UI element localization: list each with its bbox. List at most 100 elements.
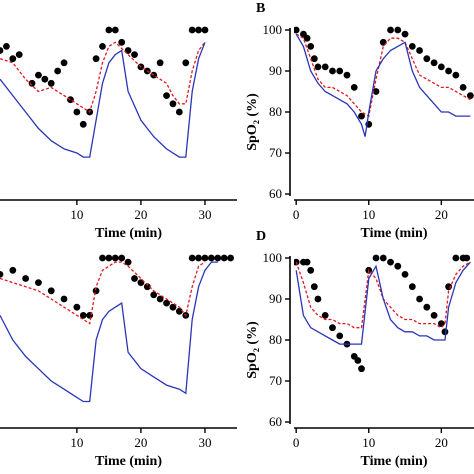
data-point	[156, 59, 164, 67]
y-tick-label: 70	[269, 373, 282, 388]
data-point	[79, 312, 87, 319]
data-point	[169, 303, 177, 311]
dashed-series-line	[295, 261, 471, 329]
y-tick-label: 90	[269, 63, 282, 78]
data-point	[131, 275, 138, 282]
data-point	[188, 254, 196, 262]
data-point	[329, 67, 336, 75]
y-tick-label: 90	[269, 291, 282, 306]
plot-area	[0, 254, 234, 403]
data-point	[463, 254, 471, 262]
data-point	[105, 26, 113, 34]
data-point	[423, 55, 431, 63]
data-point	[358, 365, 365, 373]
data-point	[195, 254, 202, 262]
data-point	[35, 71, 42, 79]
y-tick-label: 80	[269, 104, 282, 119]
data-point	[47, 79, 55, 87]
data-point	[73, 303, 81, 311]
data-point	[79, 120, 87, 128]
y-axis-label: SpO₂ (%)	[245, 93, 260, 151]
y-tick-label: 100	[263, 22, 283, 37]
data-point	[0, 271, 4, 278]
y-tick-label: 100	[263, 250, 283, 265]
data-point	[188, 26, 196, 34]
panel-label: B	[256, 1, 265, 16]
solid-series-line	[0, 42, 206, 158]
x-tick-label: 20	[435, 207, 448, 222]
solid-series-line	[295, 261, 471, 345]
data-point	[105, 254, 113, 262]
x-tick-label: 10	[70, 435, 83, 450]
x-tick-label: 10	[362, 207, 375, 222]
panel-d: 60 70 80 90 100 SpO₂ (%) 0 10 20 Time (min) D	[245, 229, 474, 469]
data-point	[336, 332, 344, 340]
data-point	[182, 59, 190, 67]
data-point	[358, 112, 365, 120]
data-point	[379, 254, 387, 262]
data-point	[118, 38, 126, 46]
data-point	[310, 55, 318, 63]
data-point	[416, 295, 423, 303]
data-point	[314, 63, 322, 71]
solid-series-line	[295, 33, 471, 137]
data-point	[437, 63, 445, 71]
data-point	[3, 43, 10, 50]
data-point	[207, 254, 215, 262]
data-point	[303, 258, 311, 266]
data-point	[195, 26, 202, 34]
data-point	[9, 55, 17, 63]
data-point	[321, 312, 329, 319]
x-tick-label: 20	[134, 435, 147, 450]
data-point	[214, 254, 222, 262]
data-point	[423, 303, 431, 311]
x-tick-label: 20	[435, 435, 448, 450]
x-tick-label: 0	[293, 435, 300, 450]
x-tick-label: 10	[362, 435, 375, 450]
data-point	[401, 271, 409, 278]
y-tick-label: 80	[269, 332, 282, 347]
data-point	[111, 26, 119, 34]
data-point	[294, 26, 300, 34]
x-tick-label: 30	[198, 207, 211, 222]
data-point	[336, 67, 344, 75]
data-point	[452, 71, 460, 79]
data-point	[294, 258, 300, 266]
data-point	[416, 47, 423, 54]
data-point	[156, 295, 164, 303]
data-point	[111, 254, 119, 262]
data-point	[15, 51, 23, 58]
data-point	[92, 287, 100, 295]
dashed-series-line	[0, 41, 206, 114]
x-tick-label: 0	[293, 207, 300, 222]
data-point	[73, 108, 81, 116]
data-point	[0, 47, 4, 54]
data-point	[118, 254, 126, 262]
x-tick-label: 30	[198, 435, 211, 450]
data-point	[163, 92, 170, 99]
data-point	[163, 299, 170, 307]
data-point	[60, 59, 68, 67]
plot-area	[294, 254, 471, 373]
x-tick-label: 20	[134, 207, 147, 222]
data-point	[67, 96, 74, 104]
solid-series-line	[0, 261, 218, 403]
panel-b: 60 70 80 90 100 SpO₂ (%) 0 10 20 Time (min) B	[245, 1, 474, 241]
dashed-series-line	[295, 33, 471, 118]
data-point	[201, 254, 209, 262]
data-point	[303, 34, 311, 42]
x-tick-label: 10	[70, 207, 83, 222]
data-point	[201, 26, 209, 34]
data-point	[175, 108, 183, 116]
data-point	[387, 258, 394, 266]
data-point	[307, 43, 315, 50]
data-point	[150, 291, 158, 299]
plot-area	[0, 26, 209, 158]
data-point	[321, 63, 329, 71]
x-axis-label: Time (min)	[95, 454, 162, 469]
x-axis-label: Time (min)	[360, 454, 427, 469]
data-point	[394, 262, 402, 270]
y-tick-label: 60	[269, 186, 282, 201]
data-point	[60, 295, 68, 303]
